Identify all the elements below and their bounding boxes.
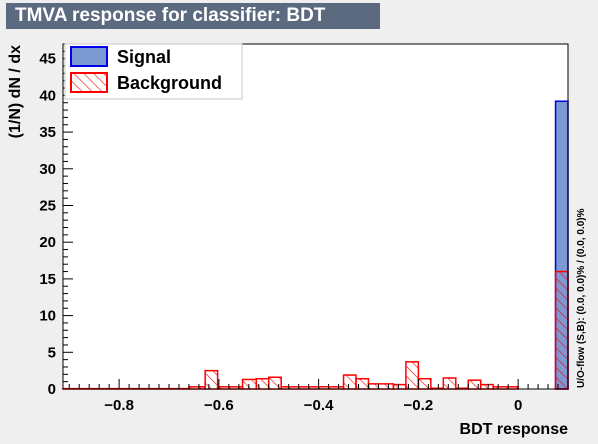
x-tick-label-2: −0.4 xyxy=(304,397,334,414)
background-bar-5 xyxy=(255,377,270,390)
y-tick-label-2: 10 xyxy=(39,308,56,325)
x-tick-label-1: −0.6 xyxy=(204,397,234,414)
y-tick-label-4: 20 xyxy=(39,234,56,251)
background-bar-8 xyxy=(342,374,357,390)
legend-signal-swatch xyxy=(70,46,108,67)
background-bar-13 xyxy=(417,377,432,390)
background-bar-2 xyxy=(204,369,219,390)
plot-frame xyxy=(63,44,568,389)
background-bar-17 xyxy=(467,379,482,390)
legend-background-label: Background xyxy=(117,73,222,93)
y-tick-label-8: 40 xyxy=(39,87,56,104)
overflow-note: U/O-flow (S,B): (0.0, 0.0)% / (0.0, 0.0)… xyxy=(576,208,587,388)
x-tick-label-4: 0 xyxy=(514,397,522,414)
x-tick-label-0: −0.8 xyxy=(104,397,134,414)
background-bar-12 xyxy=(405,361,420,390)
y-tick-label-5: 25 xyxy=(39,197,56,214)
y-tick-label-7: 35 xyxy=(39,124,56,141)
background-bar-20 xyxy=(554,270,569,390)
background-bar-9 xyxy=(355,377,370,390)
y-tick-label-3: 15 xyxy=(39,271,56,288)
y-axis-ticks: 0 5 10 15 20 25 30 35 40 45 xyxy=(39,43,73,398)
legend-signal-label: Signal xyxy=(117,47,171,67)
y-axis-title: (1/N) dN / dx xyxy=(7,45,24,138)
y-tick-label-1: 5 xyxy=(48,344,56,361)
y-tick-label-6: 30 xyxy=(39,161,56,178)
y-tick-label-9: 45 xyxy=(39,51,56,68)
chart-title: TMVA response for classifier: BDT xyxy=(6,3,380,29)
background-bar-6 xyxy=(267,376,282,390)
legend-background-swatch xyxy=(70,72,108,93)
background-bar-11 xyxy=(392,383,407,390)
background-bar-4 xyxy=(241,378,258,390)
background-bar-18 xyxy=(479,383,494,390)
y-tick-label-0: 0 xyxy=(48,381,56,398)
x-axis-title: BDT response xyxy=(460,421,569,438)
x-tick-label-3: −0.2 xyxy=(404,397,434,414)
x-axis-ticks: −0.8 −0.6 −0.4 −0.2 0 xyxy=(68,379,569,414)
legend: Signal Background xyxy=(64,43,243,100)
background-bar-10 xyxy=(367,383,395,390)
background-bar-15 xyxy=(442,377,457,390)
